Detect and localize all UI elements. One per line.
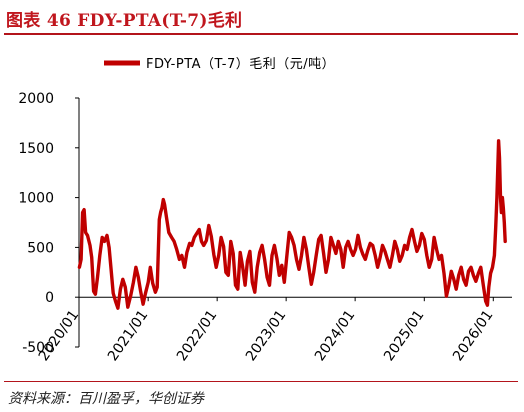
source-rule [4, 381, 518, 382]
x-tick-label: 2023/01 [243, 307, 289, 364]
x-tick-label: 2024/01 [312, 307, 358, 364]
y-tick-label: 0 [45, 290, 54, 306]
x-tick-label: 2025/01 [381, 307, 427, 364]
title-rule [4, 33, 518, 35]
y-tick-label: -500 [22, 340, 54, 356]
y-tick-label: 500 [27, 240, 54, 256]
axes [78, 98, 512, 347]
legend-label: FDY-PTA（T-7）毛利（元/吨） [146, 57, 335, 72]
y-tick-label: 2000 [18, 91, 54, 107]
figure-title: 图表 46 FDY-PTA(T-7)毛利 [6, 11, 243, 31]
chart-legend: FDY-PTA（T-7）毛利（元/吨） [104, 57, 335, 72]
x-tick-label: 2026/01 [450, 307, 496, 364]
series-line-0 [77, 139, 507, 310]
y-axis-ticks: -500 0 500 1000 1500 2000 [18, 91, 79, 356]
series-group [77, 139, 507, 310]
y-tick-label: 1000 [18, 191, 54, 207]
x-tick-label: 2021/01 [105, 307, 151, 364]
x-tick-label: 2022/01 [174, 307, 220, 364]
y-tick-label: 1500 [18, 141, 54, 157]
x-tick-label: 2020/01 [36, 307, 82, 364]
source-note: 资料来源：百川盈孚，华创证券 [8, 391, 204, 407]
x-axis-ticks: 2020/01 2021/01 2022/01 2023/01 2024/01 2025/… [36, 297, 497, 364]
